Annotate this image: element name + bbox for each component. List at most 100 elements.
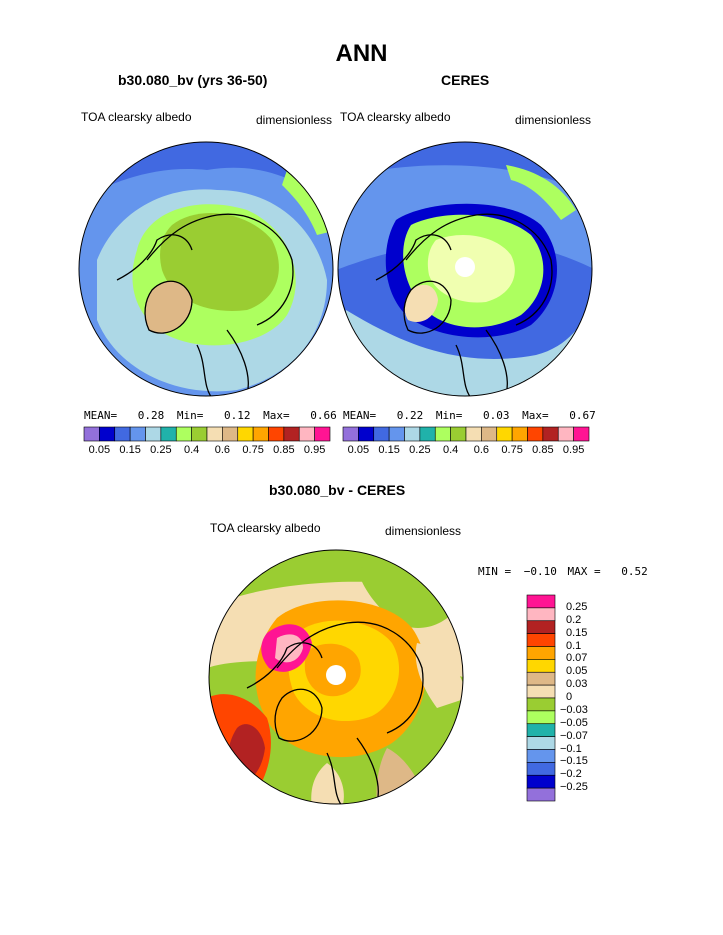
panel2-colorbar-box xyxy=(511,426,528,442)
panel1-min-value: 0.12 xyxy=(224,409,251,422)
panel3-colorbar-box xyxy=(526,736,556,750)
panel2-colorbar-tick-label: 0.95 xyxy=(562,444,585,456)
panel2-min-label: Min= xyxy=(435,409,463,422)
panel3-polar-map xyxy=(208,549,464,805)
panel1-colorbar-box xyxy=(145,426,162,442)
panel2-polar-map xyxy=(337,141,593,397)
panel3-colorbar-tick-label: 0.15 xyxy=(566,626,588,639)
panel2-colorbar-box xyxy=(434,426,451,442)
panel3-colorbar-tick-label: −0.07 xyxy=(560,729,588,742)
panel3-colorbar-tick-label: −0.1 xyxy=(560,742,582,755)
panel3-colorbar-box xyxy=(526,684,556,699)
panel3-colorbar-tick-label: −0.2 xyxy=(560,768,582,781)
panel2-colorbar-tick-label: 0.6 xyxy=(473,444,490,456)
panel3-colorbar-tick-label: 0.05 xyxy=(566,665,588,678)
panel2-variable-label: TOA clearsky albedo xyxy=(340,110,451,124)
panel2-colorbar-ticks: 0.05 0.15 0.25 0.4 0.6 0.75 0.85 0.95 xyxy=(343,444,589,460)
panel1-colorbar-tick-label: 0.15 xyxy=(119,444,141,456)
panel3-colorbar-box xyxy=(526,607,556,622)
panel1-stats: MEAN= 0.28 Min= 0.12 Max= 0.66 xyxy=(84,409,337,422)
panel2-colorbar-box xyxy=(465,426,482,442)
panel3-colorbar-tick-label: 0.07 xyxy=(566,652,588,665)
panel3-min-label: MIN = xyxy=(478,565,512,578)
panel3-colorbar-tick-label: −0.05 xyxy=(560,716,588,729)
panel2-colorbar-box xyxy=(450,426,467,442)
panel1-colorbar-box xyxy=(283,426,300,442)
panel2-colorbar-tick-label: 0.4 xyxy=(442,444,459,456)
panel2-colorbar-box xyxy=(342,426,359,442)
panel2-max-value: 0.67 xyxy=(569,409,596,422)
panel2-colorbar-box xyxy=(557,426,574,442)
panel1-colorbar-box xyxy=(175,426,192,442)
panel3-colorbar-box xyxy=(526,774,556,789)
panel3-colorbar-box xyxy=(526,787,556,802)
panel2-colorbar-box xyxy=(573,426,590,442)
panel3-colorbar-box xyxy=(526,671,556,686)
page-title: ANN xyxy=(335,40,388,67)
panel1-colorbar-tick-label: 0.05 xyxy=(88,444,111,456)
panel1-colorbar-tick-label: 0.4 xyxy=(183,444,200,456)
panel2-mean-value: 0.22 xyxy=(396,409,424,422)
panel1-colorbar-box xyxy=(222,426,239,442)
panel2-mean-label: MEAN= xyxy=(343,409,377,422)
panel2-colorbar-tick-label: 0.05 xyxy=(347,444,370,456)
panel2-stats: MEAN= 0.22 Min= 0.03 Max= 0.67 xyxy=(343,409,596,422)
panel3-max-value: 0.52 xyxy=(621,565,648,578)
panel2-colorbar-tick-label: 0.85 xyxy=(532,444,554,456)
panel3-colorbar-tick-label: 0.25 xyxy=(566,600,588,613)
panel3-colorbar xyxy=(526,594,556,802)
panel3-colorbar-box xyxy=(526,710,556,725)
panel3-colorbar-tick-label: 0.2 xyxy=(566,613,582,626)
panel3-colorbar-box xyxy=(526,749,556,763)
panel2-max-label: Max= xyxy=(522,409,549,422)
panel2-colorbar-box xyxy=(481,426,498,442)
panel1-max-label: Max= xyxy=(263,409,290,422)
panel3-stats: MIN = −0.10 MAX = 0.52 xyxy=(478,565,648,578)
panel2-colorbar-box xyxy=(388,426,405,442)
panel2-colorbar-tick-label: 0.15 xyxy=(378,444,400,456)
panel2-colorbar-box xyxy=(419,426,436,442)
panel1-colorbar-tick-label: 0.85 xyxy=(273,444,295,456)
panel1-variable-label: TOA clearsky albedo xyxy=(81,110,192,124)
panel1-colorbar-box xyxy=(298,426,315,442)
panel1-units-label: dimensionless xyxy=(256,113,333,127)
panel1-subtitle: b30.080_bv (yrs 36-50) xyxy=(118,72,268,88)
panel3-colorbar-box xyxy=(526,723,556,737)
panel1-colorbar-tick-label: 0.25 xyxy=(150,444,172,456)
panel2-colorbar-box xyxy=(527,426,544,442)
panel1-min-label: Min= xyxy=(176,409,204,422)
panel1-max-value: 0.66 xyxy=(310,409,337,422)
panel3-units-label: dimensionless xyxy=(385,524,462,538)
panel3-min-value: −0.10 xyxy=(523,565,557,578)
panel3-variable-label: TOA clearsky albedo xyxy=(210,521,321,535)
panel3-colorbar-box xyxy=(526,594,556,609)
panel3-colorbar-box xyxy=(526,646,556,660)
panel1-mean-label: MEAN= xyxy=(84,409,118,422)
panel1-colorbar-box xyxy=(268,426,285,442)
panel1-colorbar-box xyxy=(206,426,223,442)
panel3-colorbar-tick-label: 0 xyxy=(566,691,573,703)
panel1-colorbar-box xyxy=(252,426,269,442)
panel1-colorbar-tick-label: 0.6 xyxy=(214,444,231,456)
panel3-colorbar-tick-label: −0.15 xyxy=(560,755,588,768)
panel1-colorbar-box xyxy=(314,426,331,442)
panel2-min-value: 0.03 xyxy=(483,409,510,422)
panel1-colorbar-box xyxy=(129,426,146,442)
panel3-colorbar-tick-label: 0.03 xyxy=(566,678,588,691)
panel2-colorbar-box xyxy=(373,426,390,442)
panel2-colorbar-tick-label: 0.25 xyxy=(409,444,431,456)
panel3-colorbar-tick-label: −0.03 xyxy=(560,703,588,716)
panel3-colorbar-box xyxy=(526,762,556,776)
panel1-mean-value: 0.28 xyxy=(137,409,165,422)
panel2-colorbar-box xyxy=(404,426,421,442)
panel3-subtitle: b30.080_bv - CERES xyxy=(269,482,406,498)
panel1-polar-map xyxy=(78,141,334,397)
panel2-colorbar-tick-label: 0.75 xyxy=(501,444,523,456)
panel2-colorbar-box xyxy=(542,426,559,442)
panel2-colorbar-box xyxy=(358,426,375,442)
panel2-colorbar xyxy=(342,426,590,442)
panel3-colorbar-tick-label: 0.1 xyxy=(566,639,582,652)
panel3-colorbar-tick-label: −0.25 xyxy=(560,781,588,794)
panel1-colorbar-tick-label: 0.95 xyxy=(303,444,326,456)
panel3-max-label: MAX = xyxy=(567,565,601,578)
